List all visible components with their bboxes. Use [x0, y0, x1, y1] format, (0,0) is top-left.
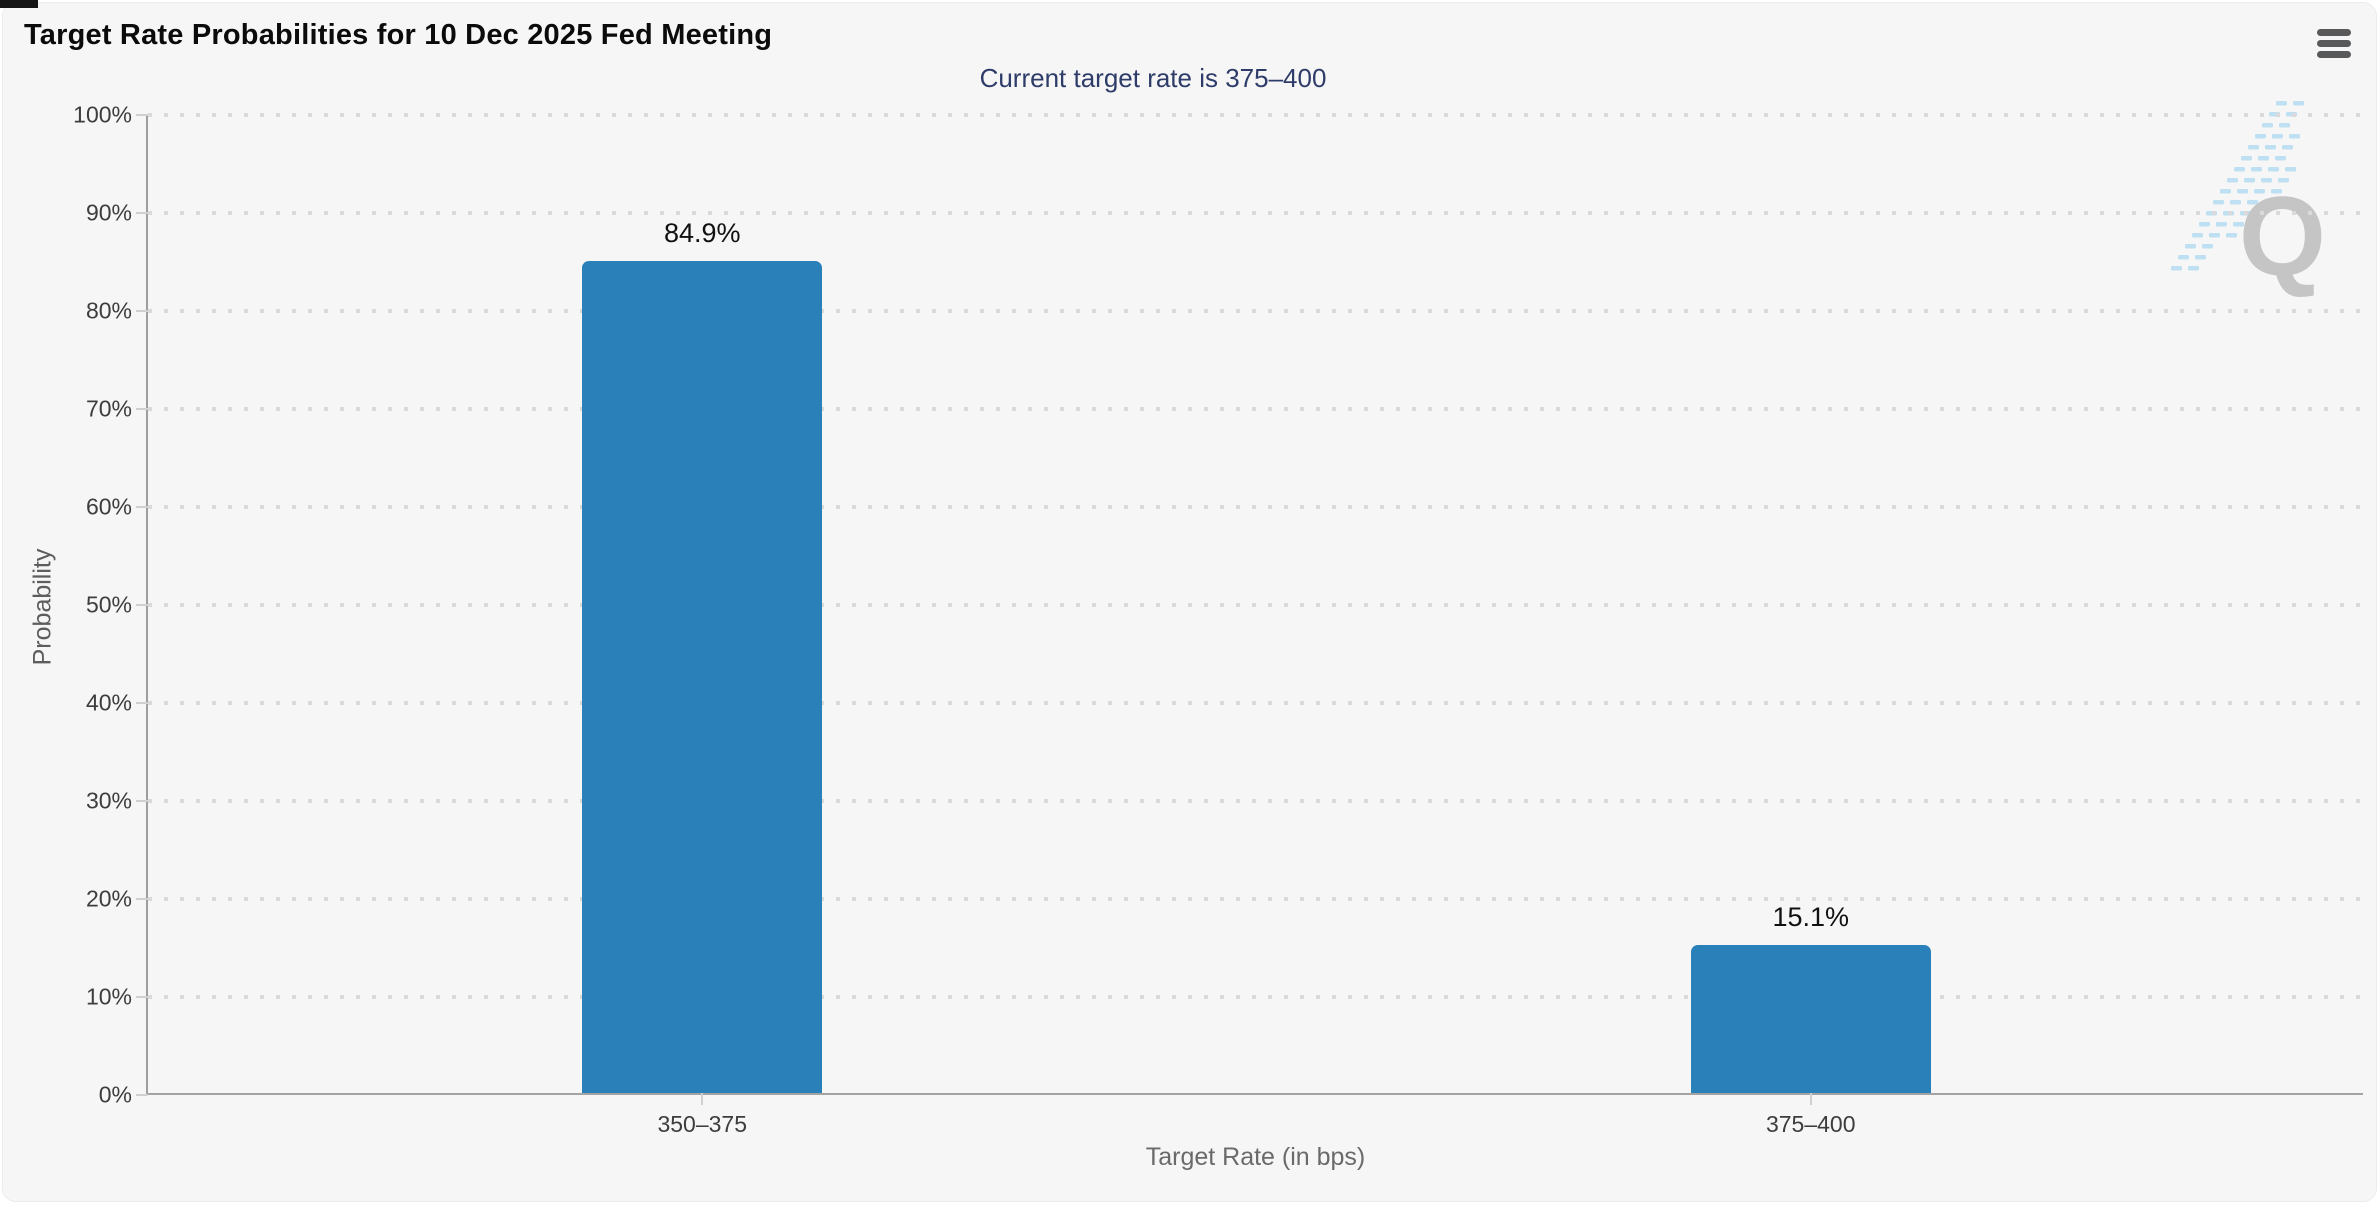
y-axis-tick-label: 60% — [85, 493, 132, 520]
y-gridline — [148, 505, 2363, 509]
plot-area: Target Rate (in bps) 0% 10% 20% 30% 40% 50% 60… — [73, 102, 2363, 1171]
bar-value-label: 84.9% — [663, 217, 741, 248]
x-axis-category-label: 375–400 — [1765, 1111, 1856, 1137]
y-axis-tick — [136, 996, 148, 998]
y-gridline — [148, 799, 2363, 803]
y-axis-tick-label: 20% — [85, 885, 132, 912]
chart-menu-button[interactable] — [2312, 23, 2356, 63]
y-gridline — [148, 211, 2363, 215]
hamburger-menu-icon — [2317, 39, 2351, 47]
current-target-rate-subtitle: Current target rate is 375–400 — [979, 63, 1327, 93]
y-axis-tick-label: 80% — [85, 297, 132, 324]
y-gridline — [148, 113, 2363, 117]
y-axis-tick — [136, 506, 148, 508]
y-gridline — [148, 701, 2363, 705]
y-axis-tick-label: 100% — [73, 101, 132, 128]
y-axis-tick-label: 0% — [98, 1081, 132, 1108]
x-axis-title: Target Rate (in bps) — [1145, 1143, 1366, 1171]
hamburger-menu-icon — [2317, 50, 2351, 58]
y-axis-tick — [136, 114, 148, 116]
y-axis-tick — [136, 212, 148, 214]
x-axis-category-label: 350–375 — [657, 1111, 748, 1137]
screenshot-edge-artifact — [0, 0, 38, 8]
y-axis-tick — [136, 702, 148, 704]
bar-value-label: 15.1% — [1772, 902, 1850, 933]
x-axis-tick — [1809, 1093, 1812, 1105]
y-axis-tick — [136, 408, 148, 410]
y-gridline — [148, 897, 2363, 901]
y-axis-tick — [136, 310, 148, 312]
y-axis-tick — [136, 898, 148, 900]
y-gridline — [148, 603, 2363, 607]
y-axis-tick — [136, 1094, 148, 1096]
probability-bar-375-400[interactable] — [1690, 945, 1931, 1093]
y-axis-tick — [136, 800, 148, 802]
y-gridline — [148, 995, 2363, 999]
x-axis-tick — [701, 1093, 704, 1105]
y-axis-tick-label: 70% — [85, 395, 132, 422]
y-axis-tick-label: 50% — [85, 591, 132, 618]
y-axis-title: Probability — [28, 548, 57, 666]
y-axis-tick-label: 90% — [85, 199, 132, 226]
y-gridline — [148, 407, 2363, 411]
y-axis-tick-label: 10% — [85, 983, 132, 1010]
y-gridline — [148, 309, 2363, 313]
probability-bar-350-375[interactable] — [582, 260, 823, 1093]
y-axis-tick-label: 30% — [85, 787, 132, 814]
y-axis-tick-label: 40% — [85, 689, 132, 716]
chart-title: Target Rate Probabilities for 10 Dec 202… — [24, 19, 773, 51]
y-axis-tick — [136, 604, 148, 606]
hamburger-menu-icon — [2317, 28, 2351, 36]
